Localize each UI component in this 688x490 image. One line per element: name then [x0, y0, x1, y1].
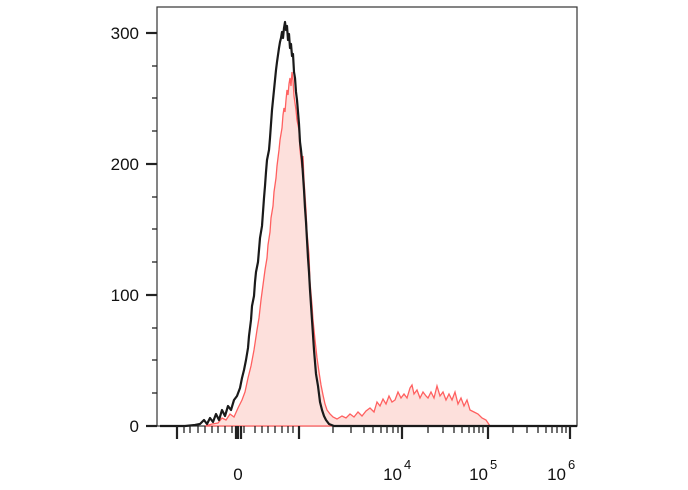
- svg-text:4: 4: [404, 457, 411, 472]
- svg-text:10: 10: [469, 465, 488, 484]
- control-histogram-line: [160, 20, 577, 428]
- svg-text:10: 10: [383, 465, 402, 484]
- x-tick-label-1e6: 10 6: [547, 457, 575, 484]
- x-axis: [175, 426, 572, 439]
- svg-text:5: 5: [490, 457, 497, 472]
- svg-text:6: 6: [568, 457, 575, 472]
- plot-frame: [156, 6, 578, 427]
- stained-histogram-fill: [204, 71, 492, 427]
- x-tick-label-1e5: 10 5: [469, 457, 497, 484]
- x-tick-label-1e4: 10 4: [383, 457, 411, 484]
- svg-text:10: 10: [547, 465, 566, 484]
- y-tick-label-100: 100: [111, 286, 139, 305]
- y-axis: [146, 31, 157, 428]
- y-tick-label-200: 200: [111, 155, 139, 174]
- x-tick-label-0: 0: [233, 465, 242, 484]
- y-tick-label-0: 0: [130, 417, 139, 436]
- y-tick-label-300: 300: [111, 24, 139, 43]
